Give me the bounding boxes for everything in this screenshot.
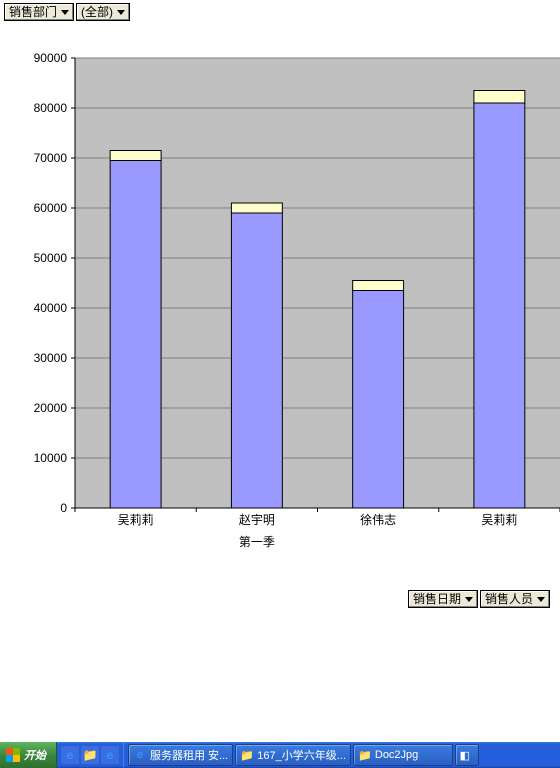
y-tick-label: 0 [60, 501, 67, 515]
chart-svg: 0 10000 20000 30000 40000 50000 60000 70000 8000… [0, 48, 560, 592]
bar-segment [231, 203, 282, 213]
x-tick-label: 徐伟志 [360, 512, 396, 527]
chevron-down-icon [117, 10, 125, 15]
chevron-down-icon [61, 10, 69, 15]
start-label: 开始 [24, 747, 46, 763]
folder-icon: 📁 [358, 748, 372, 762]
pivot-page-filter: 销售部门 (全部) [4, 3, 130, 21]
app-icon: ◧ [458, 748, 472, 762]
bar-segment [110, 161, 161, 509]
windows-logo-icon [6, 748, 20, 762]
taskbar-task-label: 167_小学六年级... [257, 747, 346, 763]
axis-field-person-label: 销售人员 [485, 592, 533, 606]
y-tick-label: 60000 [34, 201, 68, 215]
bar-segment [474, 103, 525, 508]
bar-segment [474, 91, 525, 104]
bar-segment [353, 291, 404, 509]
bar-segment [110, 151, 161, 161]
group-label: 第一季 [239, 535, 275, 549]
axis-field-person-button[interactable]: 销售人员 [480, 590, 550, 608]
windows-taskbar: 开始 e📁e e服务器租用 安...📁167_小学六年级...📁Doc2Jpg◧ [0, 742, 560, 768]
chevron-down-icon [465, 597, 473, 602]
y-tick-label: 30000 [34, 351, 68, 365]
taskbar-task[interactable]: e服务器租用 安... [128, 744, 233, 766]
axis-field-date-button[interactable]: 销售日期 [408, 590, 478, 608]
ie-icon[interactable]: e [61, 746, 79, 764]
x-tick-label: 吴莉莉 [118, 513, 154, 527]
filter-field-label: 销售部门 [9, 5, 57, 19]
folder-icon[interactable]: 📁 [81, 746, 99, 764]
y-tick-label: 40000 [34, 301, 68, 315]
ie-icon-2[interactable]: e [101, 746, 119, 764]
task-items: e服务器租用 安...📁167_小学六年级...📁Doc2Jpg◧ [124, 742, 560, 768]
y-tick-label: 50000 [34, 251, 68, 265]
y-tick-label: 90000 [34, 51, 68, 65]
x-tick-label: 吴莉莉 [481, 513, 517, 527]
bar-segment [231, 213, 282, 508]
app-root: 销售部门 (全部) 0 10000 20000 30000 40000 50000 6000… [0, 0, 560, 768]
y-tick-label: 10000 [34, 451, 68, 465]
pivot-chart: 0 10000 20000 30000 40000 50000 60000 70000 8000… [0, 48, 560, 592]
filter-value-label: (全部) [81, 5, 113, 19]
pivot-axis-fields: 销售日期 销售人员 [408, 590, 550, 608]
folder-icon: 📁 [240, 748, 254, 762]
taskbar-task[interactable]: 📁167_小学六年级... [235, 744, 351, 766]
taskbar-task[interactable]: ◧ [455, 744, 479, 766]
axis-field-date-label: 销售日期 [413, 592, 461, 606]
y-tick-label: 70000 [34, 151, 68, 165]
bar-segment [353, 281, 404, 291]
start-button[interactable]: 开始 [0, 742, 57, 768]
chevron-down-icon [537, 597, 545, 602]
ie-icon: e [133, 748, 147, 762]
y-tick-label: 80000 [34, 101, 68, 115]
taskbar-task-label: Doc2Jpg [375, 749, 418, 761]
filter-value-button[interactable]: (全部) [76, 3, 130, 21]
filter-field-button[interactable]: 销售部门 [4, 3, 74, 21]
x-tick-label: 赵宇明 [239, 513, 275, 527]
quick-launch: e📁e [57, 742, 124, 768]
y-tick-label: 20000 [34, 401, 68, 415]
taskbar-task[interactable]: 📁Doc2Jpg [353, 744, 453, 766]
taskbar-task-label: 服务器租用 安... [150, 747, 228, 763]
